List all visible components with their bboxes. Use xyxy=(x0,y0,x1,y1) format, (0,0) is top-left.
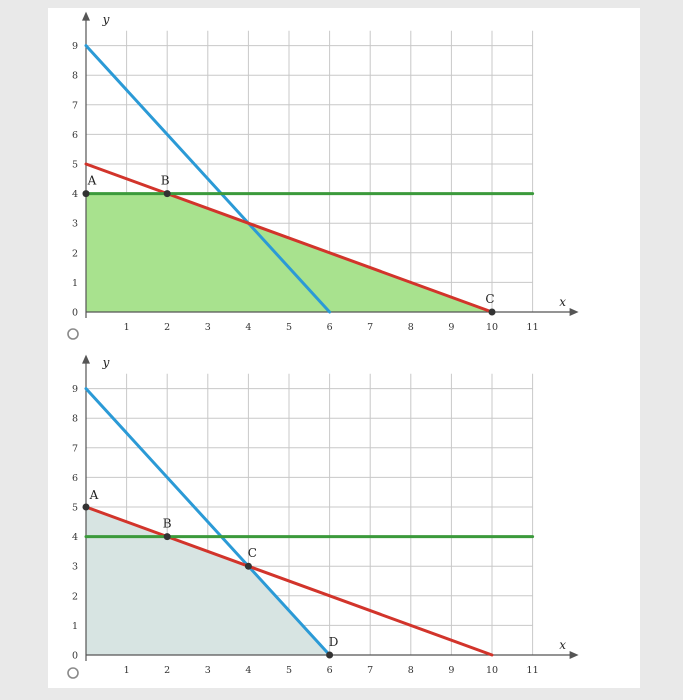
x-tick-label: 10 xyxy=(486,322,498,333)
x-tick-label: 11 xyxy=(527,665,539,676)
chart-option-1: 1 2 3 4 5 6 7 8 9 10 11 0 1 2 3 4 5 6 7 8 9 x y A B C xyxy=(72,11,579,333)
x-axis-label: x xyxy=(559,295,566,309)
point-label-c: C xyxy=(485,292,494,306)
y-axis-label: y xyxy=(102,13,110,27)
x-tick-label: 3 xyxy=(205,322,211,333)
x-tick-label: 8 xyxy=(408,322,414,333)
blue-constraint-line xyxy=(84,387,332,657)
x-tick-label: 4 xyxy=(245,322,251,333)
red-constraint-line xyxy=(84,162,494,314)
y-axis-arrow xyxy=(82,11,90,21)
corner-point-c xyxy=(244,562,252,570)
x-tick-label: 11 xyxy=(527,322,539,333)
y-tick-label: 3 xyxy=(72,219,78,230)
x-axis-arrow xyxy=(569,308,579,316)
option-1[interactable]: 1 2 3 4 5 6 7 8 9 10 11 0 1 2 3 4 5 6 7 8 9 x y A B C xyxy=(67,11,579,340)
corner-point-a xyxy=(82,190,90,198)
y-tick-label: 1 xyxy=(72,278,78,289)
y-tick-label: 0 xyxy=(72,651,78,662)
x-tick-label: 6 xyxy=(327,322,333,333)
y-tick-label: 8 xyxy=(72,71,78,82)
point-label-b: B xyxy=(161,174,170,188)
corner-point-b xyxy=(163,190,171,198)
y-tick-label: 7 xyxy=(72,100,78,111)
y-tick-label: 2 xyxy=(72,591,78,602)
corner-point-b xyxy=(163,533,171,541)
x-tick-label: 4 xyxy=(245,665,251,676)
y-tick-label: 9 xyxy=(72,41,78,52)
x-tick-label: 7 xyxy=(367,322,373,333)
x-tick-label: 1 xyxy=(124,665,130,676)
feasible-region xyxy=(86,507,330,655)
y-tick-label: 4 xyxy=(72,189,78,200)
red-constraint-line xyxy=(84,505,494,657)
x-tick-label: 8 xyxy=(408,665,414,676)
y-tick-label: 8 xyxy=(72,414,78,425)
option-2[interactable]: 1 2 3 4 5 6 7 8 9 10 11 0 1 2 3 4 5 6 7 8 9 x y A B C D xyxy=(67,354,579,679)
point-label-a: A xyxy=(87,174,97,188)
x-axis-arrow xyxy=(569,651,579,659)
x-tick-label: 5 xyxy=(286,322,292,333)
y-tick-label: 9 xyxy=(72,384,78,395)
point-label-a: A xyxy=(89,488,99,502)
x-tick-label: 3 xyxy=(205,665,211,676)
chart-option-2: 1 2 3 4 5 6 7 8 9 10 11 0 1 2 3 4 5 6 7 8 9 x y A B C D xyxy=(72,354,579,676)
y-tick-label: 0 xyxy=(72,308,78,319)
x-tick-label: 2 xyxy=(164,322,170,333)
point-label-c: C xyxy=(248,546,257,560)
point-label-b: B xyxy=(163,517,172,531)
x-tick-label: 10 xyxy=(486,665,498,676)
y-tick-label: 1 xyxy=(72,621,78,632)
x-tick-label: 2 xyxy=(164,665,170,676)
x-tick-label: 9 xyxy=(448,322,454,333)
y-tick-label: 6 xyxy=(72,473,78,484)
option-1-radio-button[interactable] xyxy=(67,328,79,340)
x-tick-label: 1 xyxy=(124,322,130,333)
y-tick-label: 7 xyxy=(72,443,78,454)
y-axis-label: y xyxy=(102,356,110,370)
x-tick-label: 7 xyxy=(367,665,373,676)
y-tick-label: 3 xyxy=(72,562,78,573)
y-tick-label: 4 xyxy=(72,532,78,543)
corner-point-c xyxy=(488,308,496,316)
option-2-radio-button[interactable] xyxy=(67,667,79,679)
y-tick-label: 5 xyxy=(72,160,78,171)
feasible-region xyxy=(86,193,492,312)
y-tick-label: 6 xyxy=(72,130,78,141)
x-tick-label: 9 xyxy=(448,665,454,676)
point-label-d: D xyxy=(329,635,339,649)
y-axis-arrow xyxy=(82,354,90,364)
corner-point-d xyxy=(326,651,334,659)
y-tick-label: 5 xyxy=(72,503,78,514)
y-tick-label: 2 xyxy=(72,248,78,259)
x-tick-label: 5 xyxy=(286,665,292,676)
x-axis-label: x xyxy=(559,638,566,652)
blue-constraint-line xyxy=(84,44,332,314)
x-tick-label: 6 xyxy=(327,665,333,676)
corner-point-a xyxy=(82,503,90,511)
